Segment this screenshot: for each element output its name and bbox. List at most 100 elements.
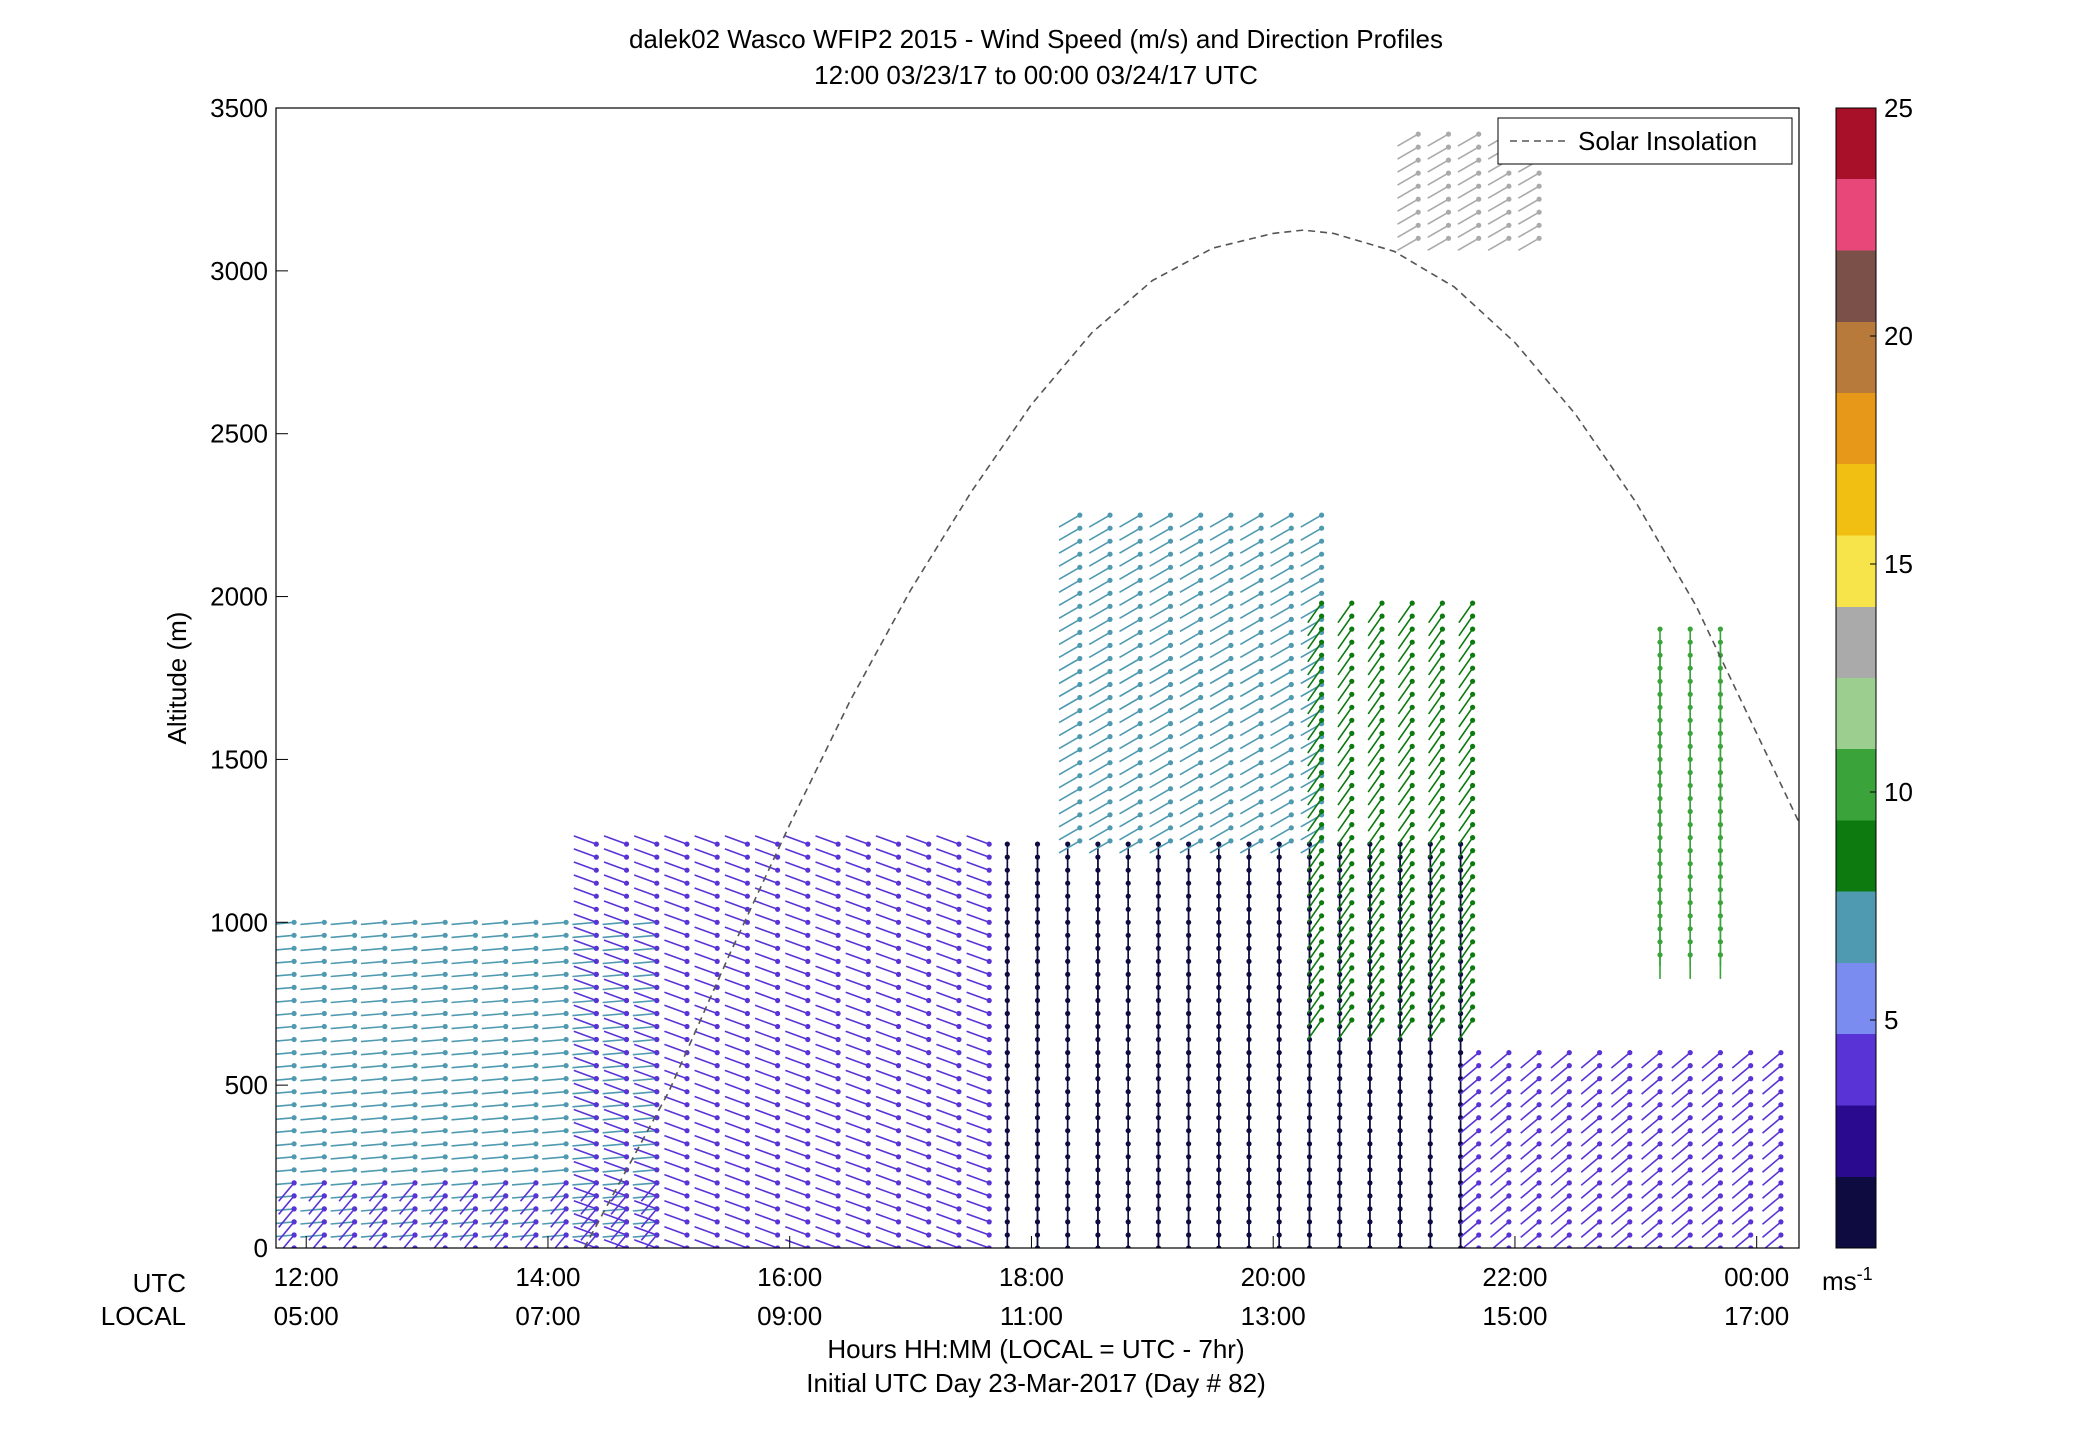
wind-barb-staff xyxy=(391,947,416,952)
wind-barb-staff xyxy=(1179,540,1202,554)
wind-barb-dot xyxy=(1470,782,1476,789)
wind-barb-staff xyxy=(1458,980,1474,1002)
wind-barb-staff xyxy=(1428,850,1444,871)
wind-barb-staff xyxy=(1119,762,1141,776)
wind-barb-staff xyxy=(1239,709,1262,724)
wind-barb-staff xyxy=(905,991,929,1002)
wind-barb-staff xyxy=(1088,644,1111,659)
wind-barb-dot xyxy=(654,1023,660,1030)
wind-barb-dot xyxy=(1476,1063,1482,1069)
wind-barb-dot xyxy=(1228,747,1234,753)
wind-barb-staff xyxy=(1428,641,1444,663)
wind-barb-staff xyxy=(330,999,355,1004)
wind-barb-staff xyxy=(360,1103,385,1108)
colorbar-tick-label: 20 xyxy=(1884,321,1913,351)
wind-barb-dot xyxy=(1107,825,1113,831)
wind-barb-dot xyxy=(1657,1154,1663,1160)
wind-barb-staff xyxy=(1459,1091,1480,1108)
wind-barb-dot xyxy=(865,1076,871,1082)
wind-barb-dot xyxy=(1198,825,1204,831)
wind-barb-staff xyxy=(1550,1169,1570,1186)
wind-barb-staff xyxy=(936,952,960,963)
wind-barb-staff xyxy=(489,1221,507,1241)
wind-barb-dot xyxy=(1717,1154,1723,1160)
wind-barb-staff xyxy=(1119,683,1141,698)
wind-barb-staff xyxy=(1058,735,1081,750)
wind-barb-staff xyxy=(1088,514,1111,528)
wind-barb-staff xyxy=(1367,719,1383,741)
wind-barb-staff xyxy=(300,1103,325,1108)
wind-barb-staff xyxy=(300,934,325,939)
wind-barb-dot xyxy=(1657,1180,1663,1186)
wind-barb-dot xyxy=(1476,1167,1482,1173)
wind-barb-dot xyxy=(926,1089,932,1095)
wind-barb-dot xyxy=(1228,616,1234,623)
wind-barb-dot xyxy=(533,1076,539,1082)
wind-barb-dot xyxy=(442,1167,448,1173)
wind-barb-staff xyxy=(664,1108,688,1119)
wind-barb-dot xyxy=(1288,812,1294,818)
wind-barb-staff xyxy=(614,1234,628,1248)
wind-barb-staff xyxy=(1397,224,1419,238)
wind-barb-dot xyxy=(352,1036,358,1043)
wind-barb-dot xyxy=(956,1180,962,1186)
wind-barb-staff xyxy=(724,1134,748,1145)
wind-barb-staff xyxy=(276,960,295,964)
wind-barb-staff xyxy=(785,978,809,989)
wind-barb-dot xyxy=(1470,861,1476,867)
wind-barb-dot xyxy=(1409,887,1415,893)
wind-barb-dot xyxy=(956,1115,962,1121)
wind-barb-staff xyxy=(1641,1130,1661,1147)
wind-barb-staff xyxy=(1179,801,1202,815)
wind-barb-dot xyxy=(1379,874,1385,880)
wind-barb-dot xyxy=(1077,773,1083,779)
wind-barb-staff xyxy=(966,1147,990,1158)
wind-barb-staff xyxy=(633,1226,658,1236)
wind-barb-staff xyxy=(1337,902,1353,923)
wind-barb-staff xyxy=(1731,1130,1752,1147)
wind-barb-staff xyxy=(1731,1117,1752,1134)
wind-barb-staff xyxy=(519,1182,537,1202)
wind-barb-dot xyxy=(895,1232,902,1238)
wind-barb-staff xyxy=(1337,693,1353,715)
wind-barb-staff xyxy=(815,1173,839,1184)
wind-barb-staff xyxy=(308,1182,325,1202)
wind-barb-staff xyxy=(372,1234,386,1248)
wind-barb-staff xyxy=(1641,1117,1661,1134)
wind-barb-dot xyxy=(865,1154,871,1160)
wind-barb-staff xyxy=(602,1077,627,1082)
wind-barb-dot xyxy=(1476,1245,1482,1248)
wind-barb-staff xyxy=(1239,762,1262,776)
wind-barb-dot xyxy=(382,1063,388,1069)
wind-barb-staff xyxy=(1149,722,1171,737)
wind-barb-dot xyxy=(1627,1193,1633,1199)
wind-barb-staff xyxy=(785,848,809,858)
wind-barb-staff xyxy=(1119,749,1141,763)
wind-barb-dot xyxy=(1288,590,1294,596)
wind-barb-staff xyxy=(1337,680,1353,702)
wind-barb-dot xyxy=(1349,795,1355,802)
wind-barb-dot xyxy=(1319,978,1325,984)
wind-barb-staff xyxy=(602,1051,627,1056)
wind-barb-staff xyxy=(276,1129,295,1134)
wind-barb-staff xyxy=(459,1221,477,1241)
wind-barb-dot xyxy=(1409,613,1415,619)
wind-barb-dot xyxy=(412,1180,418,1186)
wind-barb-dot xyxy=(291,1128,297,1134)
wind-barb-dot xyxy=(714,1063,720,1069)
wind-barb-staff xyxy=(1119,514,1141,528)
wind-barb-dot xyxy=(382,1089,388,1095)
wind-barb-dot xyxy=(835,1023,841,1030)
wind-barb-dot xyxy=(1506,170,1512,176)
wind-barb-staff xyxy=(1397,954,1413,975)
wind-barb-dot xyxy=(956,1206,962,1212)
wind-barb-dot xyxy=(1476,1128,1482,1134)
wind-barb-staff xyxy=(421,1156,446,1160)
wind-barb-staff xyxy=(1489,1117,1510,1134)
wind-barb-staff xyxy=(451,921,476,926)
wind-barb-staff xyxy=(1367,850,1383,871)
wind-barb-staff xyxy=(815,1095,839,1106)
wind-barb-dot xyxy=(1077,538,1083,544)
wind-barb-staff xyxy=(785,1212,809,1223)
